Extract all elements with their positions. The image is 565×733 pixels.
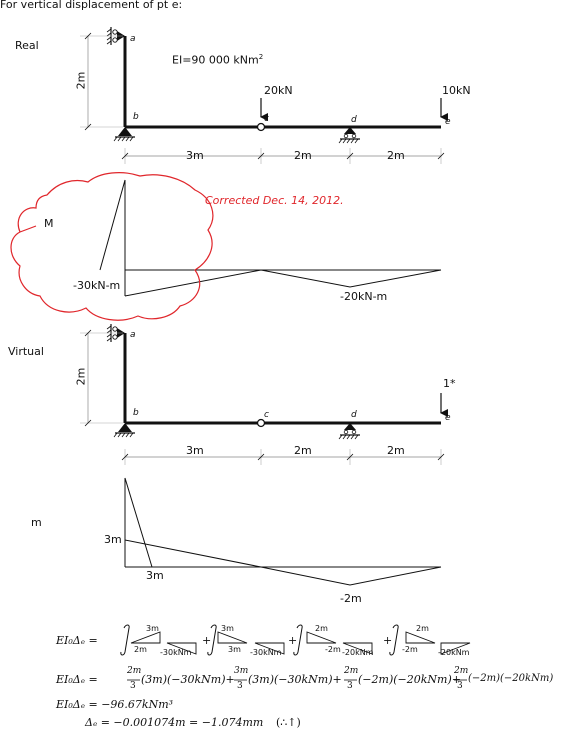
equation-3: EI₀Δₑ = −96.67kNm³ <box>56 698 174 711</box>
revision-cloud <box>10 172 214 321</box>
span-label-1: 3m <box>186 149 204 162</box>
roller-support-d-virtual <box>338 423 360 440</box>
page-title: For vertical displacement of pt e: <box>0 0 183 11</box>
eq-term3-m2: -2m <box>325 645 341 654</box>
eq2-term2: (3m)(−30kNm)+ <box>248 673 342 686</box>
eq-term4-m2: -2m <box>402 645 418 654</box>
eq-term3-m: 2m <box>315 624 328 633</box>
eq-term3-M: -20kNm <box>342 648 374 657</box>
hinge-c <box>256 122 266 132</box>
real-structure <box>80 27 448 164</box>
eq2-frac1-den: 3 <box>130 681 136 691</box>
virtual-point-e-label: e <box>445 413 451 423</box>
moment-label: M <box>44 217 54 230</box>
eq2-term3: (−2m)(−20kNm)+ <box>358 673 461 686</box>
eq2-frac3-den: 3 <box>347 681 353 691</box>
point-c-label: c <box>264 114 269 124</box>
real-label: Real <box>15 39 39 52</box>
correction-note: Corrected Dec. 14, 2012. <box>205 194 344 207</box>
equation-4-note: (∴↑) <box>276 716 301 729</box>
eq-term1-M: -30kNm <box>160 648 192 657</box>
eq-term2-m2: 3m <box>228 645 241 654</box>
virtual-point-d-label: d <box>351 410 357 420</box>
eq-term1-m: 3m <box>146 624 159 633</box>
virtual-label: Virtual <box>8 345 44 358</box>
load-e-label: 10kN <box>442 84 471 97</box>
virtual-structure <box>80 324 448 465</box>
virtual-moment-d: -2m <box>340 592 362 605</box>
virtual-point-c-label: c <box>264 410 269 420</box>
eq-term4-m: 2m <box>416 624 429 633</box>
eq2-lhs: EI₀Δₑ = <box>56 673 98 686</box>
point-b-label: b <box>133 112 139 122</box>
ei-value: EI=90 000 kNm2 <box>172 53 264 67</box>
eq2-frac4-num: 2m <box>454 666 469 676</box>
pin-support-b <box>113 127 135 142</box>
equation-1-lhs: EI₀Δₑ = <box>56 634 98 647</box>
point-d-label: d <box>351 115 357 125</box>
integral-signs <box>120 624 399 656</box>
unit-load-label: 1* <box>443 377 456 390</box>
point-e-label: e <box>445 117 451 127</box>
eq2-term1: (3m)(−30kNm)+ <box>141 673 235 686</box>
eq-term4-M: -20kNm <box>438 648 470 657</box>
eq2-frac3-num: 2m <box>344 666 359 676</box>
virtual-point-a-label: a <box>130 330 136 340</box>
eq2-frac4-den: 3 <box>457 681 463 691</box>
eq-term1-m2: 2m <box>134 645 147 654</box>
eq2-frac2-den: 3 <box>237 681 243 691</box>
virtual-point-b-label: b <box>133 408 139 418</box>
equation-4: Δₑ = −0.001074m = −1.074mm <box>85 716 264 729</box>
virtual-height-dimension-label: 2m <box>74 367 88 386</box>
height-dimension-label: 2m <box>74 71 88 90</box>
virtual-moment-label: m <box>31 516 42 529</box>
point-a-label: a <box>130 34 136 44</box>
virtual-span-label-1: 3m <box>186 444 204 457</box>
span-label-2: 2m <box>294 149 312 162</box>
plus-3: + <box>383 634 393 647</box>
moment-diagram <box>10 172 442 321</box>
virtual-moment-base: 3m <box>146 569 164 582</box>
virtual-span-label-3: 2m <box>387 444 405 457</box>
plus-2: + <box>288 634 298 647</box>
virtual-span-label-2: 2m <box>294 444 312 457</box>
pin-support-b-virtual <box>113 423 135 438</box>
roller-support-a-virtual <box>106 324 125 342</box>
hinge-c-virtual <box>256 418 266 428</box>
eq2-frac1-num: 2m <box>127 666 142 676</box>
plus-1: + <box>202 634 212 647</box>
integral-term-diagrams <box>130 631 471 655</box>
moment-value-d: -20kN-m <box>340 290 388 303</box>
span-label-3: 2m <box>387 149 405 162</box>
eq-term2-m: 3m <box>221 624 234 633</box>
eq2-frac2-num: 3m <box>234 666 249 676</box>
virtual-moment-diagram <box>124 477 442 586</box>
virtual-moment-top: 3m <box>104 533 122 546</box>
eq-term2-M: -30kNm <box>250 648 282 657</box>
eq2-term4: (−2m)(−20kNm) <box>468 673 554 684</box>
roller-support-d <box>338 127 360 144</box>
moment-value-b: -30kN-m <box>73 279 121 292</box>
load-c-label: 20kN <box>264 84 293 97</box>
